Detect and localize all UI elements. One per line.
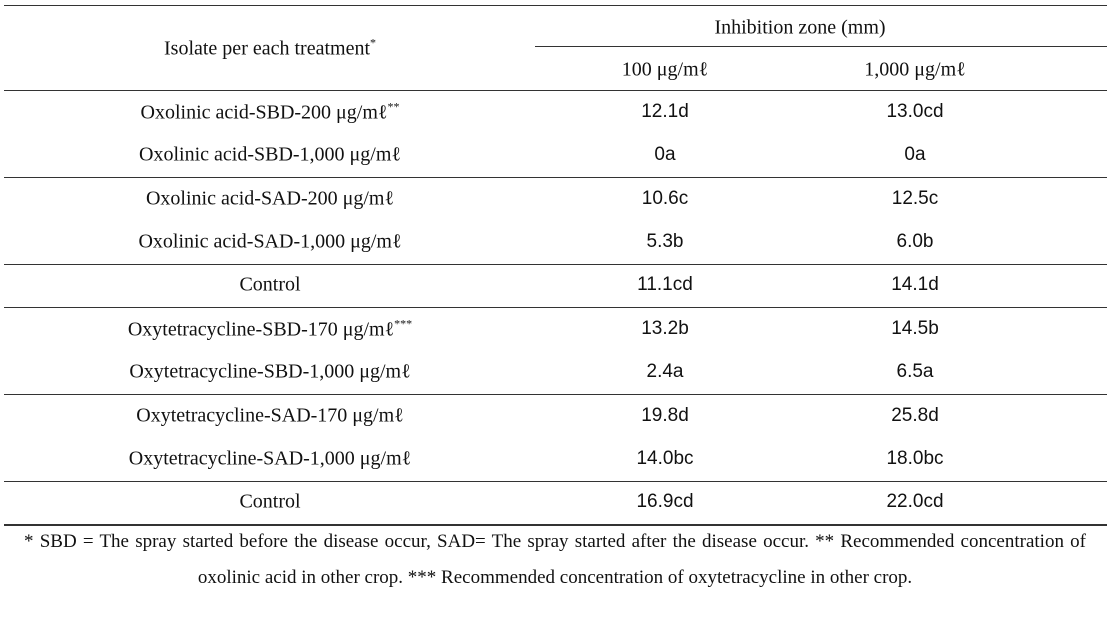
isolate-text: Oxytetracycline-SAD-170 μg/mℓ	[136, 404, 404, 426]
value-cell: 14.1d	[891, 274, 939, 296]
header-cell: Inhibition zone (mm)	[714, 16, 886, 39]
value-cell: 13.0cd	[886, 100, 944, 122]
isolate-text: Control	[239, 490, 301, 513]
isolate-text: Oxolinic acid-SAD-200 μg/mℓ	[145, 187, 395, 209]
value-cell: 6.0b	[896, 230, 934, 252]
note-mark: **	[387, 99, 400, 114]
value-cell: 16.9cd	[636, 491, 694, 513]
value-cell: 0a	[654, 144, 676, 166]
value-cell: 11.1cd	[637, 274, 693, 296]
isolate-cell: Oxolinic acid-SAD-200 μg/mℓ	[146, 187, 394, 210]
isolate-cell: Oxytetracycline-SBD-1,000 μg/mℓ	[129, 361, 410, 384]
rule	[4, 524, 1107, 526]
footnote: * SBD = The spray started before the dis…	[24, 531, 1086, 588]
isolate-text: Oxolinic acid-SAD-1,000 μg/mℓ	[138, 230, 402, 253]
value-cell: 6.5a	[896, 361, 934, 383]
isolate-text: Control	[239, 273, 301, 296]
isolate-cell: Oxolinic acid-SAD-1,000 μg/mℓ	[138, 230, 401, 253]
isolate-cell: Control	[239, 491, 300, 514]
value-cell: 18.0bc	[886, 447, 944, 469]
note-mark: ***	[394, 316, 413, 331]
isolate-text: Oxytetracycline-SBD-1,000 μg/mℓ	[129, 360, 411, 383]
isolate-text: Oxolinic acid-SBD-1,000 μg/mℓ	[139, 143, 401, 166]
header-text: Isolate per each treatment	[164, 37, 370, 60]
isolate-cell: Oxolinic acid-SBD-1,000 μg/mℓ	[139, 144, 401, 167]
isolate-cell: Oxytetracycline-SBD-170 μg/mℓ***	[128, 316, 412, 341]
value-cell: 25.8d	[891, 404, 939, 426]
isolate-cell: Oxytetracycline-SAD-170 μg/mℓ	[136, 404, 403, 427]
value-cell: 12.1d	[641, 100, 689, 122]
isolate-cell: Control	[239, 274, 300, 297]
value-cell: 22.0cd	[886, 491, 944, 513]
isolate-text: Oxytetracycline-SBD-170 μg/mℓ	[127, 318, 395, 341]
value-cell: 2.4a	[646, 361, 684, 383]
rule	[4, 393, 1107, 395]
value-cell: 19.8d	[641, 404, 689, 426]
isolate-text: Oxolinic acid-SBD-200 μg/mℓ	[140, 101, 388, 124]
value-cell: 13.2b	[641, 317, 689, 339]
value-cell: 12.5c	[891, 187, 939, 209]
rule	[4, 90, 1107, 91]
isolate-cell: Oxolinic acid-SBD-200 μg/mℓ**	[141, 99, 400, 124]
rule	[4, 5, 1107, 6]
rule	[4, 307, 1107, 308]
value-cell: 14.0bc	[636, 447, 694, 469]
rule	[4, 263, 1107, 265]
header-cell: 1,000 μg/mℓ	[864, 58, 966, 81]
note-mark: *	[370, 35, 376, 50]
isolate-text: Oxytetracycline-SAD-1,000 μg/mℓ	[128, 447, 412, 470]
header-cell: 100 μg/mℓ	[621, 58, 709, 81]
isolate-cell: Oxytetracycline-SAD-1,000 μg/mℓ	[129, 447, 411, 470]
rule	[4, 176, 1107, 178]
value-cell: 0a	[904, 144, 926, 166]
header-cell: Isolate per each treatment*	[164, 36, 376, 61]
value-cell: 14.5b	[891, 317, 939, 339]
value-cell: 5.3b	[646, 230, 684, 252]
rule	[4, 480, 1107, 482]
value-cell: 10.6c	[641, 187, 689, 209]
rule	[535, 46, 1107, 47]
